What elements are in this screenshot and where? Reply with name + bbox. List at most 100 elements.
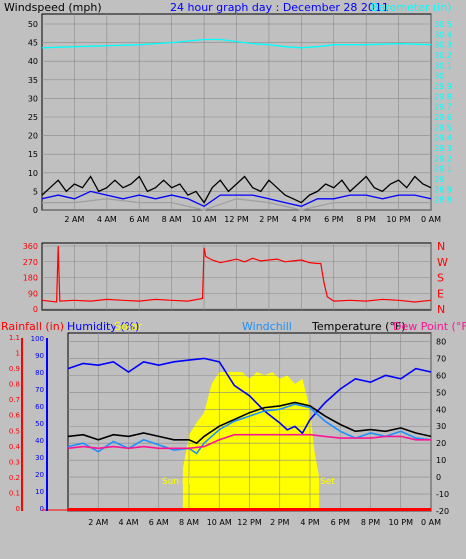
humidity-axis-label: Humidity (%) bbox=[67, 320, 139, 333]
wind-x-tick-label: 2 PM bbox=[259, 215, 278, 224]
wind-panel-grid bbox=[42, 14, 432, 211]
windspeed-tick-label: 35 bbox=[28, 76, 38, 85]
humidity-tick-label: 0 bbox=[40, 505, 44, 513]
humidity-tick-label: 100 bbox=[31, 335, 44, 343]
direction-series bbox=[41, 245, 432, 303]
windspeed-tick-label: 0 bbox=[33, 206, 38, 215]
solar-axis-label: Solar bbox=[114, 320, 143, 333]
windchill-axis-label: Windchill bbox=[242, 320, 292, 333]
solar-area bbox=[182, 372, 320, 508]
wind_gust-line bbox=[41, 175, 432, 204]
direction-tick-label: 90 bbox=[28, 289, 38, 298]
temp-x-tick-label: 4 AM bbox=[118, 518, 138, 527]
chart-title: 24 hour graph day : December 28 2011 bbox=[170, 1, 389, 14]
humidity-tick-label: 50 bbox=[35, 420, 44, 428]
humidity-tick-label: 10 bbox=[35, 488, 44, 496]
compass-label: S bbox=[437, 272, 444, 285]
compass-label: W bbox=[437, 256, 448, 269]
wind-x-ticks: 2 AM 4 AM 6 AM 8 AM 10 AM 12 PM 2 PM 4 PM 6 PM 8 … bbox=[64, 215, 441, 224]
rainfall-tick-label: 1 bbox=[16, 350, 20, 358]
temperature-tick-label: 80 bbox=[436, 337, 446, 346]
barometer-tick-label: 29.9 bbox=[434, 82, 452, 91]
temperature-tick-label: 70 bbox=[436, 354, 446, 363]
barometer-tick-label: 29.1 bbox=[434, 165, 452, 174]
direction-left-ticks: 0 90 180 270 360 bbox=[23, 242, 38, 314]
direction-tick-label: 270 bbox=[23, 258, 38, 267]
barometer-tick-label: 29.5 bbox=[434, 123, 452, 132]
compass-label: N bbox=[437, 240, 445, 253]
temp-x-tick-label: 4 PM bbox=[300, 518, 319, 527]
humidity-ticks: 0 10 20 30 40 50 60 70 80 90 100 bbox=[31, 335, 44, 513]
windchill-line bbox=[67, 403, 432, 455]
rainfall-tick-label: 0.9 bbox=[9, 365, 20, 373]
windspeed-tick-label: 15 bbox=[28, 150, 38, 159]
temp-panel-grid bbox=[68, 333, 432, 512]
wind-x-tick-label: 4 PM bbox=[292, 215, 311, 224]
barometer-tick-label: 29 bbox=[434, 175, 444, 184]
barometer-tick-label: 30.4 bbox=[434, 30, 452, 39]
barometer-tick-label: 29.2 bbox=[434, 154, 452, 163]
temp-x-tick-label: 8 AM bbox=[179, 518, 199, 527]
rainfall-tick-label: 0.1 bbox=[9, 489, 20, 497]
humidity-tick-label: 30 bbox=[35, 454, 44, 462]
barometer-tick-label: 29.8 bbox=[434, 92, 452, 101]
wind-x-tick-label: 2 AM bbox=[64, 215, 84, 224]
temp-x-tick-label: 2 AM bbox=[88, 518, 108, 527]
barometer-tick-label: 29.6 bbox=[434, 113, 452, 122]
windspeed-axis-label: Windspeed (mph) bbox=[4, 1, 102, 14]
temperature-ticks: -20 -10 0 10 20 30 40 50 60 70 80 bbox=[436, 337, 449, 516]
temp-x-tick-label: 0 AM bbox=[421, 518, 441, 527]
humidity-tick-label: 20 bbox=[35, 471, 44, 479]
temp-x-ticks: 2 AM 4 AM 6 AM 8 AM 10 AM 12 PM 2 PM 4 PM 6 PM 8 … bbox=[88, 518, 441, 527]
rainfall-tick-label: 0.2 bbox=[9, 474, 20, 482]
barometer-tick-label: 30.2 bbox=[434, 51, 452, 60]
barometer-tick-label: 28.8 bbox=[434, 196, 452, 205]
barometer-tick-label: 30.5 bbox=[434, 20, 452, 29]
windspeed-tick-label: 10 bbox=[28, 169, 38, 178]
rainfall-tick-label: 0.5 bbox=[9, 427, 20, 435]
humidity-tick-label: 70 bbox=[35, 386, 44, 394]
windspeed-tick-label: 45 bbox=[28, 39, 38, 48]
temperature-axis-label: Temperature (°F) bbox=[311, 320, 406, 333]
rainfall-tick-label: 0.3 bbox=[9, 458, 20, 466]
temp-x-tick-label: 2 PM bbox=[270, 518, 289, 527]
barometer-axis-label: Barometer (in) bbox=[371, 1, 452, 14]
windspeed-tick-label: 30 bbox=[28, 94, 38, 103]
temperature-tick-label: 0 bbox=[436, 473, 441, 482]
direction-tick-label: 0 bbox=[33, 305, 38, 314]
windspeed-tick-label: 5 bbox=[33, 187, 38, 196]
wind-direction-line bbox=[41, 245, 432, 303]
wind_avg-line bbox=[41, 190, 432, 208]
wind-x-tick-label: 10 AM bbox=[192, 215, 217, 224]
solar-fill bbox=[182, 372, 320, 508]
humidity-tick-label: 60 bbox=[35, 403, 44, 411]
direction-tick-label: 180 bbox=[23, 274, 38, 283]
temp-x-tick-label: 8 PM bbox=[361, 518, 380, 527]
sunrise-label: Sun Rise bbox=[162, 477, 201, 487]
rain-ticks: 0 0.1 0.2 0.3 0.4 0.5 0.6 0.7 0.8 0.9 1 1.1 bbox=[9, 334, 21, 513]
temperature-tick-label: 60 bbox=[436, 371, 446, 380]
rainfall-tick-label: 0.4 bbox=[9, 443, 21, 451]
rainfall-tick-label: 0.6 bbox=[9, 412, 21, 420]
temp-x-tick-label: 6 AM bbox=[149, 518, 169, 527]
temp-series bbox=[67, 357, 432, 455]
temp-x-tick-label: 10 PM bbox=[389, 518, 414, 527]
wind-x-tick-label: 0 AM bbox=[421, 215, 441, 224]
temperature-line bbox=[67, 401, 432, 445]
barometer-line bbox=[41, 38, 432, 49]
temperature-tick-label: 20 bbox=[436, 439, 446, 448]
rainfall-tick-label: 0.7 bbox=[9, 396, 20, 404]
dewpoint-line bbox=[67, 433, 431, 450]
wind-left-ticks: 0 5 10 15 20 25 30 35 40 45 50 bbox=[28, 20, 38, 215]
humidity-tick-label: 90 bbox=[35, 352, 44, 360]
barometer-tick-label: 29.3 bbox=[434, 144, 452, 153]
windspeed-tick-label: 50 bbox=[28, 20, 38, 29]
wind-x-tick-label: 12 PM bbox=[224, 215, 249, 224]
windspeed-tick-label: 20 bbox=[28, 132, 38, 141]
temperature-tick-label: -20 bbox=[436, 507, 449, 516]
wind-x-tick-label: 6 PM bbox=[324, 215, 343, 224]
rainfall-tick-label: 1.1 bbox=[9, 334, 20, 342]
wind-x-tick-label: 4 AM bbox=[97, 215, 117, 224]
compass-label: E bbox=[437, 287, 444, 300]
